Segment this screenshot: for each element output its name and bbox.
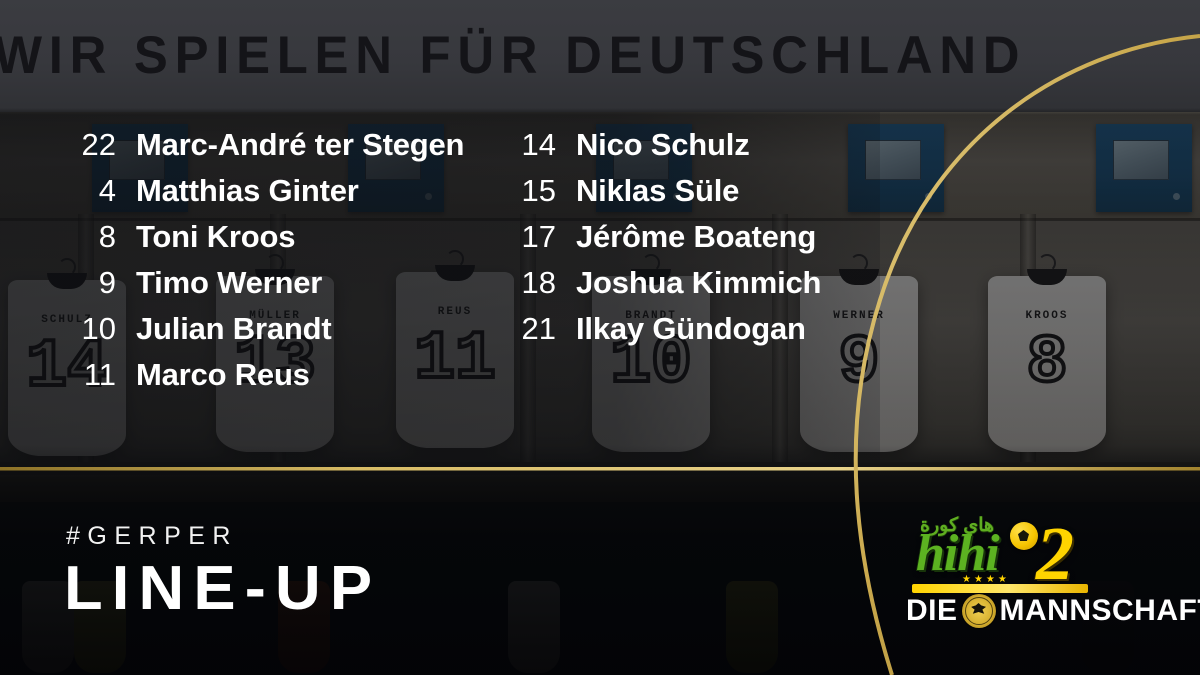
player-number: 14: [521, 127, 556, 162]
player-name: Julian Brandt: [136, 311, 332, 346]
lineup-column-right: 14 Nico Schulz 15 Niklas Süle 17 Jérôme …: [498, 122, 898, 352]
player-name: Jérôme Boateng: [576, 219, 817, 254]
player-name: Nico Schulz: [576, 127, 750, 162]
player-number: 22: [81, 127, 116, 162]
brand-wordmark: hihi: [916, 525, 1000, 582]
headline-text: WIR SPIELEN FÜR DEUTSCHLAND: [0, 26, 1027, 85]
lineup-title: LINE-UP: [64, 554, 382, 623]
lineup-row: 10 Julian Brandt: [58, 306, 488, 352]
team-name-row: DIE MANNSCHAFT: [906, 594, 1200, 628]
lineup-row: 14 Nico Schulz: [498, 122, 898, 168]
lineup-row: 11 Marco Reus: [58, 352, 488, 398]
player-number: 11: [83, 357, 116, 392]
lineup-row: 4 Matthias Ginter: [58, 168, 488, 214]
brand-logo: هاي كورة hihi 2 ★★★★ DIE MANNSCHAFT: [906, 512, 1200, 636]
brand-stars: ★★★★: [962, 574, 1010, 585]
player-name: Marc-André ter Stegen: [136, 127, 465, 162]
lineup-row: 15 Niklas Süle: [498, 168, 898, 214]
player-name: Ilkay Gündogan: [576, 311, 806, 346]
player-number: 17: [521, 219, 556, 254]
football-icon: [1010, 522, 1038, 550]
lineup-row: 17 Jérôme Boateng: [498, 214, 898, 260]
brand-numeral: 2: [1036, 512, 1074, 596]
player-number: 21: [521, 311, 556, 346]
player-number: 9: [98, 265, 116, 300]
team-name-die: DIE: [906, 594, 958, 627]
lineup-row: 8 Toni Kroos: [58, 214, 488, 260]
lineup-scrim: [0, 112, 880, 475]
lineup-row: 18 Joshua Kimmich: [498, 260, 898, 306]
player-number: 8: [98, 219, 116, 254]
player-name: Toni Kroos: [136, 219, 296, 254]
player-name: Marco Reus: [136, 357, 310, 392]
lineup-column-left: 22 Marc-André ter Stegen 4 Matthias Gint…: [58, 122, 488, 398]
player-name: Joshua Kimmich: [576, 265, 822, 300]
player-number: 15: [521, 173, 556, 208]
player-number: 4: [98, 173, 116, 208]
brand-arabic-text: هاي كورة: [920, 515, 994, 536]
match-hashtag: #GERPER: [66, 522, 238, 550]
player-name: Matthias Ginter: [136, 173, 359, 208]
brand-underline: [912, 584, 1088, 593]
team-name-mannschaft: MANNSCHAFT: [999, 594, 1200, 627]
headline-band: WIR SPIELEN FÜR DEUTSCHLAND: [0, 0, 1200, 112]
player-name: Niklas Süle: [576, 173, 740, 208]
lineup-row: 9 Timo Werner: [58, 260, 488, 306]
player-name: Timo Werner: [136, 265, 323, 300]
player-number: 18: [521, 265, 556, 300]
dfb-eagle-crest-icon: [961, 594, 996, 628]
lineup-row: 21 Ilkay Gündogan: [498, 306, 898, 352]
lineup-row: 22 Marc-André ter Stegen: [58, 122, 488, 168]
player-number: 10: [81, 311, 116, 346]
